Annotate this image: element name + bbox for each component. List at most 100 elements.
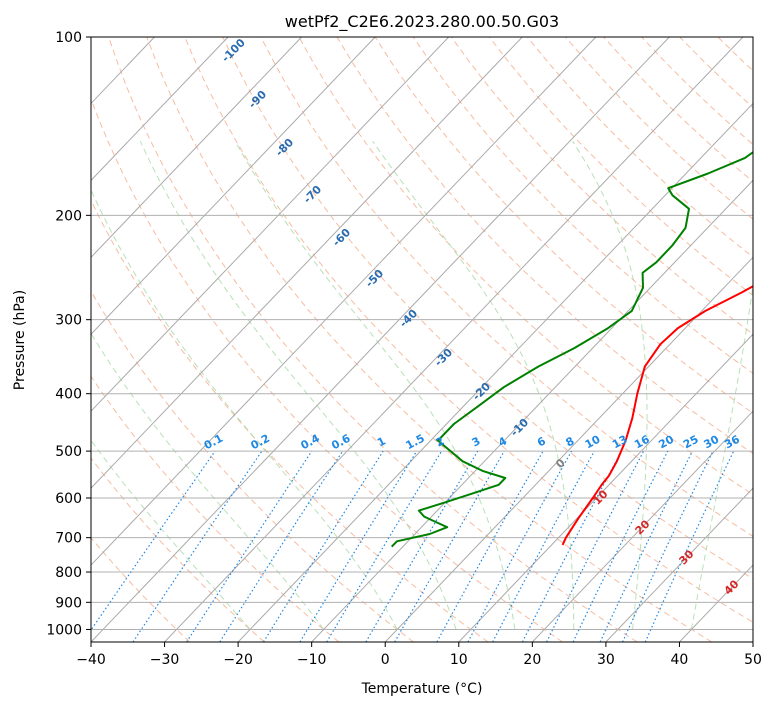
y-tick-label: 500 bbox=[55, 444, 82, 460]
y-axis-ticks: 100 200 300 400 500 600 700 800 900 1000 bbox=[46, 30, 91, 638]
dry-adiabat-line bbox=[717, 37, 753, 72]
moist-adiabat-line bbox=[234, 141, 516, 630]
mixing-ratio-label: 8 bbox=[564, 434, 577, 449]
y-tick-label: 600 bbox=[55, 491, 82, 507]
y-axis-label: Pressure (hPa) bbox=[12, 290, 28, 390]
x-tick-label: 20 bbox=[523, 652, 541, 668]
dry-adiabat-line bbox=[298, 37, 753, 496]
mixing-ratio-line bbox=[644, 450, 735, 642]
moist-adiabat-line bbox=[139, 141, 457, 630]
x-axis-ticks: −40 −30 −20 −10 0 10 20 30 40 50 bbox=[76, 642, 762, 668]
mixing-ratio-label: 30 bbox=[702, 433, 722, 452]
moist-adiabat-line bbox=[690, 282, 753, 630]
dry-adiabat-line bbox=[91, 290, 414, 642]
line-labels: 0.1 0.2 0.4 0.6 1 1.5 2 3 4 6 8 10 13 16 20 25 30 36-100-… bbox=[202, 36, 742, 598]
isotherm-label: -60 bbox=[330, 226, 353, 249]
moist-adiabat-line bbox=[91, 332, 325, 630]
isotherm-line bbox=[531, 410, 753, 642]
dry-adiabat-line bbox=[91, 199, 489, 642]
mixing-ratio-label: 3 bbox=[470, 434, 483, 449]
isotherm-line bbox=[752, 641, 753, 642]
isotherm-label: -100 bbox=[219, 36, 248, 65]
x-tick-label: 50 bbox=[744, 652, 762, 668]
dry-adiabat-line bbox=[374, 37, 753, 414]
dry-adiabat-line bbox=[91, 97, 563, 642]
dry-adiabat-line bbox=[108, 37, 638, 642]
dry-adiabat-line bbox=[336, 37, 753, 455]
mixing-ratio-line bbox=[546, 450, 645, 642]
dry-adiabat-line bbox=[488, 37, 753, 296]
y-tick-label: 700 bbox=[55, 531, 82, 547]
mixing-ratio-line bbox=[492, 450, 595, 642]
mixing-ratio-line bbox=[299, 450, 418, 642]
mixing-ratio-label: 20 bbox=[656, 433, 676, 452]
y-tick-label: 800 bbox=[55, 565, 82, 581]
background-lines bbox=[0, 37, 753, 642]
mixing-ratio-label: 0.1 bbox=[202, 432, 225, 453]
x-tick-label: −30 bbox=[150, 652, 180, 668]
mixing-ratio-line bbox=[436, 450, 544, 642]
mixing-ratio-label: 0.4 bbox=[299, 432, 323, 453]
y-tick-label: 300 bbox=[55, 313, 82, 329]
y-tick-label: 1000 bbox=[46, 622, 82, 638]
isotherm-label: -30 bbox=[432, 346, 455, 369]
y-tick-label: 400 bbox=[55, 387, 82, 403]
x-tick-label: −40 bbox=[76, 652, 106, 668]
mixing-ratio-label: 10 bbox=[583, 433, 603, 452]
dry-adiabat-line bbox=[527, 37, 753, 258]
isotherm-line bbox=[237, 102, 753, 642]
isotherm-line bbox=[605, 487, 753, 642]
x-tick-label: 0 bbox=[381, 652, 390, 668]
isotherm-line bbox=[91, 37, 376, 335]
mixing-ratio-line bbox=[326, 450, 443, 642]
mixing-ratio-label: 6 bbox=[535, 434, 548, 449]
dry-adiabat-line bbox=[641, 37, 753, 146]
mixing-ratio-label: 1 bbox=[375, 434, 388, 449]
y-tick-label: 900 bbox=[55, 595, 82, 611]
dry-adiabat-line bbox=[146, 37, 713, 642]
isotherm-line bbox=[91, 37, 670, 642]
isotherm-label: -20 bbox=[470, 380, 493, 403]
isotherm-line bbox=[91, 37, 523, 489]
isotherm-line bbox=[0, 37, 7, 642]
mixing-ratio-line bbox=[186, 450, 313, 642]
isotherm-line bbox=[679, 564, 753, 642]
mixing-ratio-line bbox=[219, 450, 344, 642]
profile-lines bbox=[390, 150, 753, 548]
mixing-ratio-label: 36 bbox=[722, 433, 742, 452]
x-axis-label: Temperature (°C) bbox=[361, 681, 483, 697]
isotherm-line bbox=[91, 37, 450, 412]
dry-adiabat-line bbox=[679, 37, 753, 109]
dry-adiabat-line bbox=[184, 37, 753, 623]
mixing-ratio-label: 16 bbox=[632, 433, 652, 452]
mixing-ratio-line bbox=[132, 450, 263, 642]
dry-adiabat-line bbox=[222, 37, 753, 580]
moist-adiabat-line bbox=[91, 188, 398, 630]
moist-adiabat-line bbox=[372, 141, 575, 630]
dry-adiabat-line bbox=[565, 37, 753, 220]
chart-title: wetPf2_C2E6.2023.280.00.50.G03 bbox=[285, 12, 559, 32]
isotherm-label: -50 bbox=[363, 267, 386, 290]
moist-adiabat-line bbox=[572, 141, 648, 630]
x-tick-label: −20 bbox=[223, 652, 253, 668]
dry-adiabat-line bbox=[91, 457, 265, 642]
mixing-ratio-line bbox=[467, 450, 573, 642]
y-tick-label: 100 bbox=[55, 30, 82, 46]
mixing-ratio-label: 1.5 bbox=[404, 432, 427, 453]
isotherm-line bbox=[458, 333, 753, 642]
x-tick-label: 10 bbox=[450, 652, 468, 668]
dry-adiabat-line bbox=[91, 537, 191, 642]
x-tick-label: 40 bbox=[671, 652, 689, 668]
isotherm-line bbox=[384, 256, 753, 642]
mixing-ratio-line bbox=[91, 450, 216, 632]
mixing-ratio-line bbox=[572, 450, 669, 642]
moist-adiabat-line bbox=[91, 439, 251, 630]
isotherm-line bbox=[91, 37, 597, 566]
y-tick-label: 200 bbox=[55, 208, 82, 224]
plot-frame bbox=[90, 36, 754, 643]
isotherm-line bbox=[311, 179, 753, 642]
dry-adiabat-line bbox=[412, 37, 753, 374]
mixing-ratio-label: 25 bbox=[681, 433, 701, 452]
mixing-ratio-line bbox=[365, 450, 479, 642]
